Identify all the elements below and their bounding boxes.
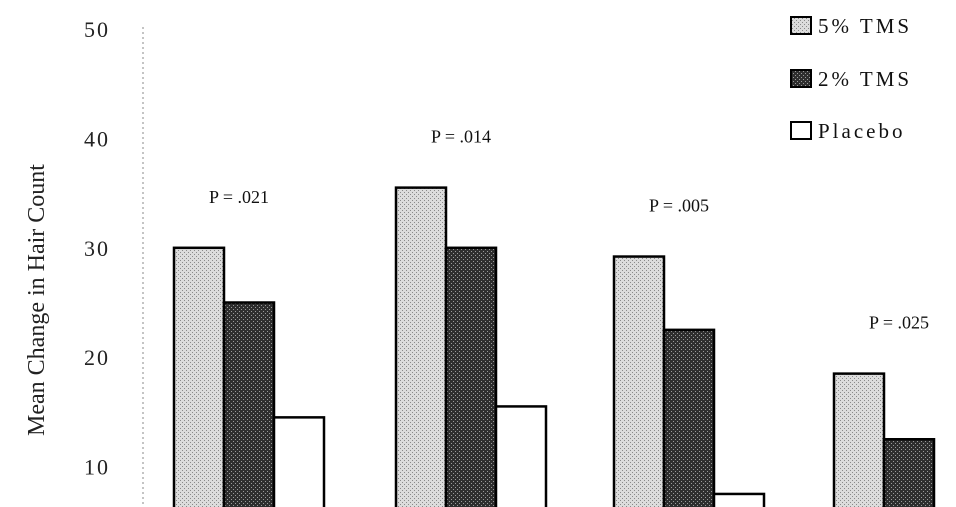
y-tick-label: 40 — [84, 126, 110, 151]
y-tick-label: 50 — [84, 17, 110, 42]
bars — [172, 186, 936, 507]
legend-label: 5% TMS — [818, 14, 912, 38]
legend-swatch-2-tms — [790, 69, 812, 88]
bar-placebo-group-2 — [494, 405, 548, 507]
bar-2-tms-group-1 — [222, 301, 276, 507]
p-value-annotations: P = .021 P = .014 P = .005 P = .025 — [209, 127, 929, 333]
y-tick-label: 30 — [84, 236, 110, 261]
legend-swatch-5-tms — [790, 16, 812, 35]
bar-placebo-group-1 — [272, 416, 326, 507]
legend-label: Placebo — [818, 119, 905, 143]
y-tick-labels: 10 20 30 40 50 — [84, 17, 110, 480]
bar-5-tms-group-2 — [394, 186, 448, 507]
y-tick-label: 20 — [84, 345, 110, 370]
legend-label: 2% TMS — [818, 67, 912, 91]
bar-2-tms-group-4 — [882, 438, 936, 507]
p-value-annotation: P = .021 — [209, 187, 269, 207]
legend: 5% TMS 2% TMS Placebo — [790, 14, 912, 143]
bar-5-tms-group-4 — [832, 372, 886, 507]
bar-placebo-group-3 — [712, 492, 766, 507]
y-tick-label: 10 — [84, 455, 110, 480]
y-axis-label: Mean Change in Hair Count — [24, 164, 50, 436]
p-value-annotation: P = .014 — [431, 127, 491, 147]
bar-2-tms-group-3 — [662, 328, 716, 507]
p-value-annotation: P = .005 — [649, 196, 709, 216]
bar-5-tms-group-3 — [612, 255, 666, 507]
p-value-annotation: P = .025 — [869, 313, 929, 333]
bar-2-tms-group-2 — [444, 246, 498, 507]
bar-5-tms-group-1 — [172, 246, 226, 507]
legend-swatch-placebo — [790, 121, 812, 140]
